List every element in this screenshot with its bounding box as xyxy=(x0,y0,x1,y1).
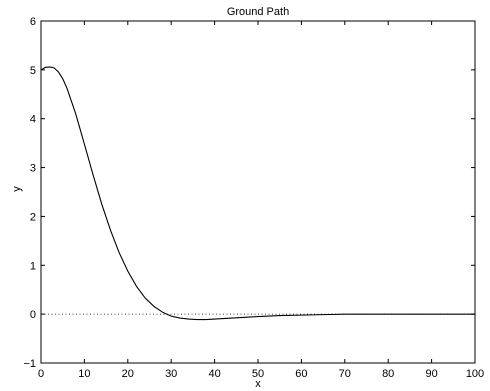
x-tick-label: 80 xyxy=(382,368,394,380)
y-tick-label: 3 xyxy=(30,163,36,175)
y-tick-label: 2 xyxy=(30,211,36,223)
y-axis-label: y xyxy=(11,186,23,192)
x-tick-label: 20 xyxy=(122,368,134,380)
plot-frame xyxy=(40,20,476,364)
x-tick-label: 60 xyxy=(295,368,307,380)
y-tick-label: 1 xyxy=(30,260,36,272)
chart-title: Ground Path xyxy=(227,6,289,18)
series-layer xyxy=(40,66,475,321)
x-tick-label: 10 xyxy=(78,368,90,380)
y-tick-label: 5 xyxy=(30,65,36,77)
x-tick-label: 0 xyxy=(38,368,44,380)
y-tick-label: 4 xyxy=(30,114,36,126)
x-tick-label: 100 xyxy=(466,368,484,380)
x-tick-label: 40 xyxy=(208,368,220,380)
ground-path-line xyxy=(40,66,475,321)
y-tick-label: −1 xyxy=(23,358,36,370)
x-tick-label: 90 xyxy=(425,368,437,380)
x-tick-label: 50 xyxy=(252,368,264,380)
y-tick-label: 0 xyxy=(30,309,36,321)
x-tick-label: 30 xyxy=(165,368,177,380)
axis-ticks xyxy=(40,20,476,364)
x-axis-label: x xyxy=(255,378,261,390)
y-tick-label: 6 xyxy=(30,16,36,28)
x-tick-label: 70 xyxy=(339,368,351,380)
